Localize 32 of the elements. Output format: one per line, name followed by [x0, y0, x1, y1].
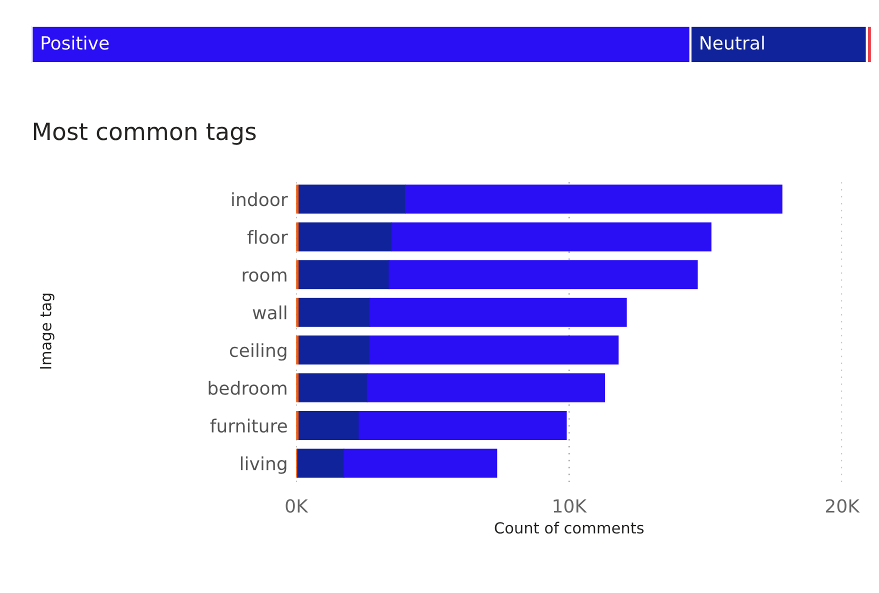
bar: [370, 336, 619, 365]
x-axis-title: Count of comments: [494, 522, 644, 534]
bar: [298, 260, 390, 290]
bar: [366, 373, 605, 402]
x-tick-label: 10K: [554, 499, 587, 513]
bar: [405, 184, 782, 214]
y-tick-label: furniture: [210, 418, 287, 433]
y-tick-label: room: [242, 271, 286, 282]
y-tick-label: bedroom: [208, 380, 286, 395]
y-tick-label: indoor: [232, 192, 288, 206]
y-axis-title: Image tag: [40, 294, 54, 369]
bar: [298, 222, 392, 252]
bar: [344, 448, 498, 478]
series-label: Neutral: [700, 36, 764, 50]
bar: [358, 411, 567, 440]
y-tick-label: ceiling: [230, 343, 286, 361]
bar: [391, 222, 712, 252]
chart-title: Most common tags: [34, 122, 256, 145]
bar: [298, 411, 360, 440]
x-tick-label: 20K: [826, 499, 860, 513]
y-tick-label: wall: [252, 305, 286, 320]
series-label: Positive: [42, 36, 109, 50]
bar: [298, 336, 370, 365]
bar: [388, 260, 698, 290]
bar: [297, 448, 344, 478]
bar: [370, 298, 627, 327]
x-tick-label: 0K: [286, 499, 308, 513]
bar: [298, 298, 370, 327]
bar: [298, 184, 406, 214]
bar: [298, 373, 368, 402]
y-tick-label: floor: [247, 230, 288, 244]
y-tick-label: living: [240, 456, 286, 474]
